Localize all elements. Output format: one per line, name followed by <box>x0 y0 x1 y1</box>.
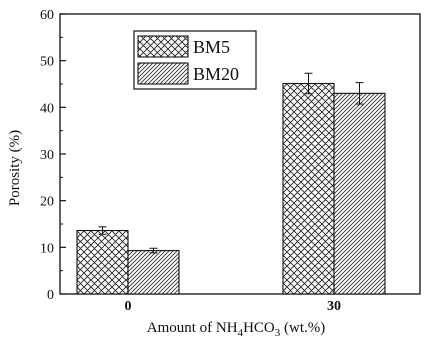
legend-swatch-bm5 <box>137 35 189 58</box>
x-tick-label: 30 <box>327 299 341 314</box>
y-axis: 0 10 20 30 40 50 60 <box>40 8 66 303</box>
error-bar-group <box>98 72 364 254</box>
bar-bm5-0 <box>76 229 129 295</box>
bar-bm20-30 <box>333 92 386 295</box>
y-tick-label: 10 <box>40 241 54 256</box>
legend: BM5 BM20 <box>133 30 257 90</box>
y-tick-label: 0 <box>47 288 54 303</box>
legend-label-bm20: BM20 <box>193 64 239 84</box>
y-tick-label: 20 <box>40 195 54 210</box>
x-axis-label: Amount of NH4HCO3 (wt.%) <box>147 320 326 339</box>
bar-bm5-30 <box>282 82 335 295</box>
bar-group <box>76 82 386 295</box>
y-tick-label: 50 <box>40 55 54 70</box>
y-tick-label: 40 <box>40 101 54 116</box>
bar-bm20-0 <box>127 250 180 295</box>
x-tick-label: 0 <box>125 299 132 314</box>
y-tick-label: 30 <box>40 148 54 163</box>
legend-label-bm5: BM5 <box>193 37 230 57</box>
x-axis: 0 30 <box>125 289 341 314</box>
legend-swatch-bm20 <box>137 62 189 85</box>
y-axis-label: Porosity (%) <box>7 130 23 206</box>
y-tick-label: 60 <box>40 8 54 23</box>
